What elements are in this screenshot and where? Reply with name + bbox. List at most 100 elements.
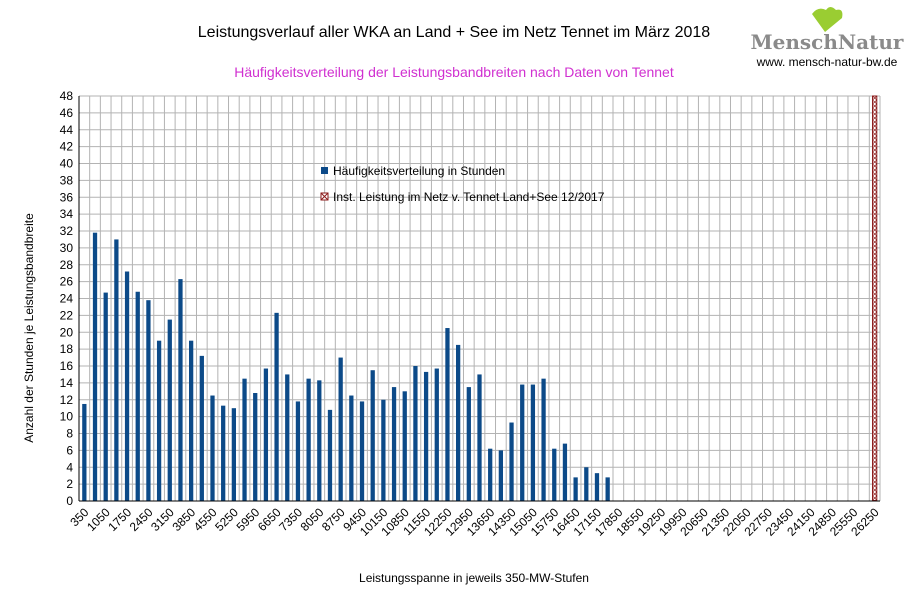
capacity-hatch [872, 199, 878, 205]
capacity-series [872, 95, 878, 502]
y-tick-label: 48 [60, 89, 74, 103]
capacity-hatch [872, 439, 878, 445]
capacity-hatch [872, 171, 878, 177]
bar-10850 [402, 391, 407, 501]
capacity-hatch [872, 475, 878, 481]
capacity-hatch [872, 203, 878, 209]
bar-9100 [349, 395, 354, 501]
y-tick-label: 0 [66, 494, 73, 508]
legend-label-bars: Häufigkeitsverteilung in Stunden [333, 164, 505, 178]
bar-11200 [413, 366, 418, 501]
capacity-hatch [872, 347, 878, 353]
y-axis: 0246810121416182022242628303234363840424… [60, 89, 80, 508]
capacity-hatch [872, 335, 878, 341]
capacity-hatch [872, 479, 878, 485]
capacity-hatch [872, 147, 878, 153]
y-tick-label: 38 [60, 173, 74, 187]
x-axis-title: Leistungsspanne in jeweils 350-MW-Stufen [359, 571, 589, 585]
capacity-hatch [872, 435, 878, 441]
capacity-hatch [872, 303, 878, 309]
legend-swatch-bars [321, 167, 328, 174]
capacity-hatch [872, 247, 878, 253]
capacity-hatch [872, 491, 878, 497]
capacity-hatch [872, 115, 878, 121]
logo-url: www. mensch-natur-bw.de [756, 55, 898, 69]
bar-6300 [263, 368, 269, 501]
capacity-hatch [872, 363, 878, 369]
bar-10500 [391, 387, 397, 501]
bar-350 [82, 403, 87, 501]
y-tick-label: 42 [60, 140, 74, 154]
bar-15400 [541, 378, 546, 501]
capacity-hatch [872, 411, 878, 417]
capacity-hatch [872, 327, 878, 333]
bar-8050 [317, 380, 322, 501]
bar-7350 [295, 401, 301, 501]
capacity-hatch [872, 443, 878, 449]
capacity-hatch [872, 223, 878, 229]
capacity-hatch [872, 275, 878, 281]
capacity-hatch [872, 283, 878, 289]
capacity-hatch [872, 323, 878, 329]
y-tick-label: 40 [60, 157, 74, 171]
capacity-hatch [872, 135, 878, 141]
y-tick-label: 28 [60, 258, 74, 272]
capacity-hatch [872, 227, 878, 233]
capacity-hatch [872, 159, 878, 165]
capacity-hatch [872, 379, 878, 385]
capacity-hatch [872, 431, 878, 437]
y-tick-label: 6 [66, 443, 73, 457]
capacity-hatch [872, 339, 878, 345]
y-tick-label: 12 [60, 393, 74, 407]
bar-2450 [146, 300, 151, 501]
capacity-hatch [872, 483, 878, 489]
bar-3500 [178, 279, 183, 501]
capacity-hatch [872, 195, 878, 201]
capacity-hatch [872, 183, 878, 189]
capacity-hatch [872, 307, 878, 313]
capacity-hatch [872, 355, 878, 361]
chart-subtitle: Häufigkeitsverteilung der Leistungsbandb… [234, 64, 674, 80]
bar-4900 [221, 405, 226, 501]
bar-5950 [253, 393, 258, 501]
capacity-hatch [872, 287, 878, 293]
capacity-hatch [872, 395, 878, 401]
y-tick-label: 2 [66, 477, 73, 491]
bar-7700 [306, 378, 311, 501]
bar-5600 [242, 378, 247, 501]
capacity-hatch [872, 391, 878, 397]
capacity-hatch [872, 299, 878, 305]
capacity-hatch [872, 459, 878, 465]
capacity-hatch [872, 495, 878, 501]
leaf-icon [812, 7, 843, 32]
capacity-hatch [872, 387, 878, 393]
capacity-hatch [872, 155, 878, 161]
capacity-hatch [872, 367, 878, 373]
capacity-hatch [872, 343, 878, 349]
y-axis-title: Anzahl der Stunden je Leistungsbandbreit… [22, 213, 36, 443]
bar-11900 [434, 368, 439, 501]
capacity-hatch [872, 167, 878, 173]
bar-16450 [573, 477, 578, 501]
bar-14700 [520, 384, 525, 501]
capacity-hatch [872, 319, 878, 325]
y-tick-label: 20 [60, 325, 74, 339]
bar-14350 [509, 422, 514, 501]
bar-13300 [477, 374, 482, 501]
bar-12250 [445, 328, 450, 501]
legend-label-capacity: Inst. Leistung im Netz v. Tennet Land+Se… [333, 190, 605, 204]
capacity-hatch [872, 99, 878, 105]
capacity-hatch [872, 407, 878, 413]
capacity-hatch [872, 375, 878, 381]
bar-13650 [488, 448, 493, 501]
capacity-hatch [872, 331, 878, 337]
capacity-hatch [872, 311, 878, 317]
bar-9800 [370, 370, 375, 501]
capacity-hatch [872, 315, 878, 321]
y-tick-label: 26 [60, 275, 74, 289]
bar-17500 [605, 477, 610, 501]
capacity-hatch [872, 243, 878, 249]
bar-1750 [124, 271, 130, 501]
capacity-hatch [872, 455, 878, 461]
capacity-hatch [872, 207, 878, 213]
